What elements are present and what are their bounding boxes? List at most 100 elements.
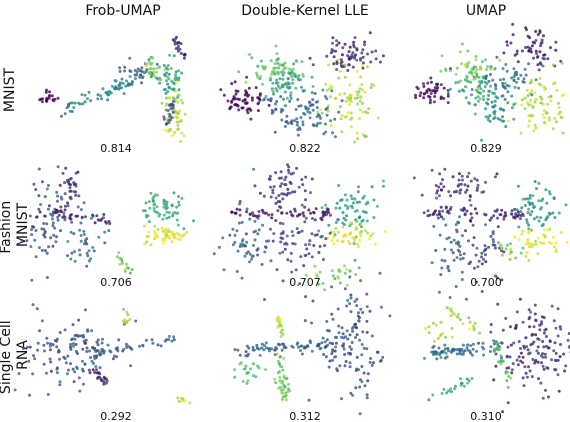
- scatter-point-fashion-mnist-frob-umap: [46, 207, 50, 211]
- scatter-point-fashion-mnist-frob-umap: [73, 250, 76, 254]
- scatter-point-single-cell-rna-umap: [492, 378, 496, 382]
- scatter-point-single-cell-rna-umap: [431, 393, 435, 397]
- scatter-point-mnist-double-kernel-lle: [331, 36, 335, 40]
- scatter-point-mnist-double-kernel-lle: [236, 97, 240, 101]
- scatter-point-fashion-mnist-umap: [516, 184, 520, 188]
- scatter-point-fashion-mnist-frob-umap: [74, 193, 78, 197]
- scatter-point-single-cell-rna-double-kernel-lle: [337, 324, 341, 328]
- scatter-point-fashion-mnist-double-kernel-lle: [236, 249, 240, 253]
- scatter-point-mnist-umap: [539, 44, 543, 48]
- scatter-point-fashion-mnist-umap: [437, 210, 441, 213]
- scatter-point-fashion-mnist-umap: [548, 192, 552, 196]
- scatter-point-mnist-frob-umap: [128, 56, 132, 60]
- scatter-point-mnist-umap: [522, 77, 526, 81]
- scatter-point-single-cell-rna-frob-umap: [32, 354, 35, 358]
- scatter-point-fashion-mnist-double-kernel-lle: [374, 242, 377, 246]
- scatter-point-fashion-mnist-umap: [467, 171, 471, 175]
- scatter-point-mnist-frob-umap: [149, 75, 153, 79]
- scatter-point-single-cell-rna-double-kernel-lle: [278, 362, 281, 366]
- scatter-point-mnist-double-kernel-lle: [233, 80, 237, 84]
- scatter-point-single-cell-rna-umap: [567, 332, 570, 335]
- scatter-point-fashion-mnist-double-kernel-lle: [357, 266, 361, 270]
- scatter-point-mnist-umap: [530, 44, 534, 48]
- scatter-point-mnist-double-kernel-lle: [362, 133, 366, 137]
- scatter-point-fashion-mnist-umap: [441, 209, 445, 213]
- scatter-point-mnist-double-kernel-lle: [284, 81, 288, 85]
- scatter-point-single-cell-rna-double-kernel-lle: [328, 341, 332, 345]
- scatter-point-mnist-frob-umap: [162, 88, 166, 92]
- scatter-point-single-cell-rna-double-kernel-lle: [276, 359, 280, 363]
- scatter-point-fashion-mnist-umap: [433, 210, 436, 214]
- scatter-point-single-cell-rna-umap: [544, 335, 548, 338]
- scatter-point-fashion-mnist-frob-umap: [89, 216, 93, 220]
- scatter-point-single-cell-rna-umap: [432, 352, 436, 356]
- scatter-point-fashion-mnist-umap: [431, 213, 435, 216]
- scatter-point-single-cell-rna-frob-umap: [63, 328, 67, 332]
- scatter-point-mnist-double-kernel-lle: [352, 40, 356, 44]
- scatter-point-fashion-mnist-frob-umap: [165, 210, 169, 214]
- scatter-point-fashion-mnist-double-kernel-lle: [318, 270, 322, 274]
- scatter-point-single-cell-rna-frob-umap: [141, 344, 145, 348]
- scatter-point-mnist-umap: [446, 92, 450, 96]
- scatter-point-single-cell-rna-double-kernel-lle: [276, 342, 280, 346]
- scatter-point-single-cell-rna-umap: [492, 339, 496, 343]
- scatter-point-mnist-umap: [476, 95, 480, 99]
- scatter-point-fashion-mnist-frob-umap: [172, 191, 176, 195]
- scatter-point-single-cell-rna-double-kernel-lle: [337, 331, 341, 335]
- scatter-point-single-cell-rna-frob-umap: [27, 359, 31, 363]
- scatter-point-fashion-mnist-umap: [443, 167, 447, 171]
- scatter-point-single-cell-rna-double-kernel-lle: [354, 325, 358, 329]
- scatter-point-single-cell-rna-double-kernel-lle: [353, 300, 357, 303]
- scatter-point-mnist-double-kernel-lle: [288, 67, 292, 71]
- scatter-point-fashion-mnist-double-kernel-lle: [245, 210, 249, 214]
- scatter-point-mnist-double-kernel-lle: [356, 102, 360, 106]
- scatter-point-mnist-double-kernel-lle: [256, 109, 260, 113]
- scatter-point-fashion-mnist-double-kernel-lle: [264, 211, 268, 215]
- scatter-point-mnist-umap: [542, 53, 546, 57]
- scatter-point-mnist-double-kernel-lle: [308, 56, 312, 60]
- scatter-point-fashion-mnist-double-kernel-lle: [357, 245, 361, 249]
- scatter-point-fashion-mnist-double-kernel-lle: [238, 208, 242, 212]
- scatter-point-fashion-mnist-umap: [491, 237, 495, 241]
- scatter-point-fashion-mnist-umap: [448, 207, 452, 211]
- scatter-point-fashion-mnist-umap: [463, 183, 467, 187]
- scatter-point-mnist-double-kernel-lle: [292, 62, 296, 66]
- scatter-point-mnist-umap: [439, 95, 443, 99]
- scatter-point-mnist-frob-umap: [70, 110, 74, 113]
- scatter-point-single-cell-rna-frob-umap: [151, 341, 155, 345]
- scatter-point-mnist-umap: [524, 46, 528, 49]
- row-label-single-cell-rna: Single Cell RNA: [0, 316, 31, 394]
- scatter-point-fashion-mnist-double-kernel-lle: [278, 221, 282, 225]
- scatter-point-single-cell-rna-double-kernel-lle: [365, 396, 369, 400]
- scatter-point-mnist-double-kernel-lle: [347, 103, 351, 106]
- scatter-point-fashion-mnist-frob-umap: [61, 171, 65, 175]
- scatter-point-mnist-frob-umap: [167, 121, 171, 125]
- scatter-point-single-cell-rna-double-kernel-lle: [281, 388, 285, 392]
- scatter-point-single-cell-rna-umap: [444, 335, 448, 339]
- scatter-point-mnist-frob-umap: [81, 102, 85, 106]
- scatter-point-mnist-double-kernel-lle: [351, 65, 355, 69]
- scatter-point-fashion-mnist-umap: [502, 250, 506, 254]
- scatter-point-single-cell-rna-umap: [550, 304, 554, 308]
- scatter-point-mnist-frob-umap: [152, 67, 156, 71]
- scatter-point-mnist-umap: [487, 89, 491, 93]
- scatter-point-fashion-mnist-double-kernel-lle: [285, 193, 289, 197]
- scatter-point-single-cell-rna-double-kernel-lle: [388, 314, 392, 318]
- scatter-point-mnist-double-kernel-lle: [331, 49, 335, 53]
- scatter-point-single-cell-rna-frob-umap: [188, 401, 192, 405]
- scatter-point-mnist-frob-umap: [182, 56, 186, 60]
- scatter-point-fashion-mnist-umap: [531, 194, 535, 198]
- scatter-point-single-cell-rna-double-kernel-lle: [355, 297, 359, 301]
- scatter-point-fashion-mnist-double-kernel-lle: [298, 282, 302, 286]
- scatter-point-single-cell-rna-double-kernel-lle: [262, 348, 266, 352]
- scatter-point-mnist-umap: [509, 41, 513, 45]
- scatter-point-single-cell-rna-double-kernel-lle: [334, 341, 338, 345]
- scatter-point-mnist-double-kernel-lle: [347, 57, 351, 61]
- scatter-point-fashion-mnist-umap: [475, 178, 479, 182]
- scatter-point-mnist-double-kernel-lle: [358, 87, 362, 91]
- scatter-point-mnist-double-kernel-lle: [354, 53, 358, 57]
- scatter-point-mnist-frob-umap: [178, 109, 182, 113]
- scatter-point-mnist-umap: [502, 108, 506, 112]
- scatter-point-single-cell-rna-double-kernel-lle: [348, 333, 352, 337]
- scatter-point-single-cell-rna-frob-umap: [86, 328, 90, 332]
